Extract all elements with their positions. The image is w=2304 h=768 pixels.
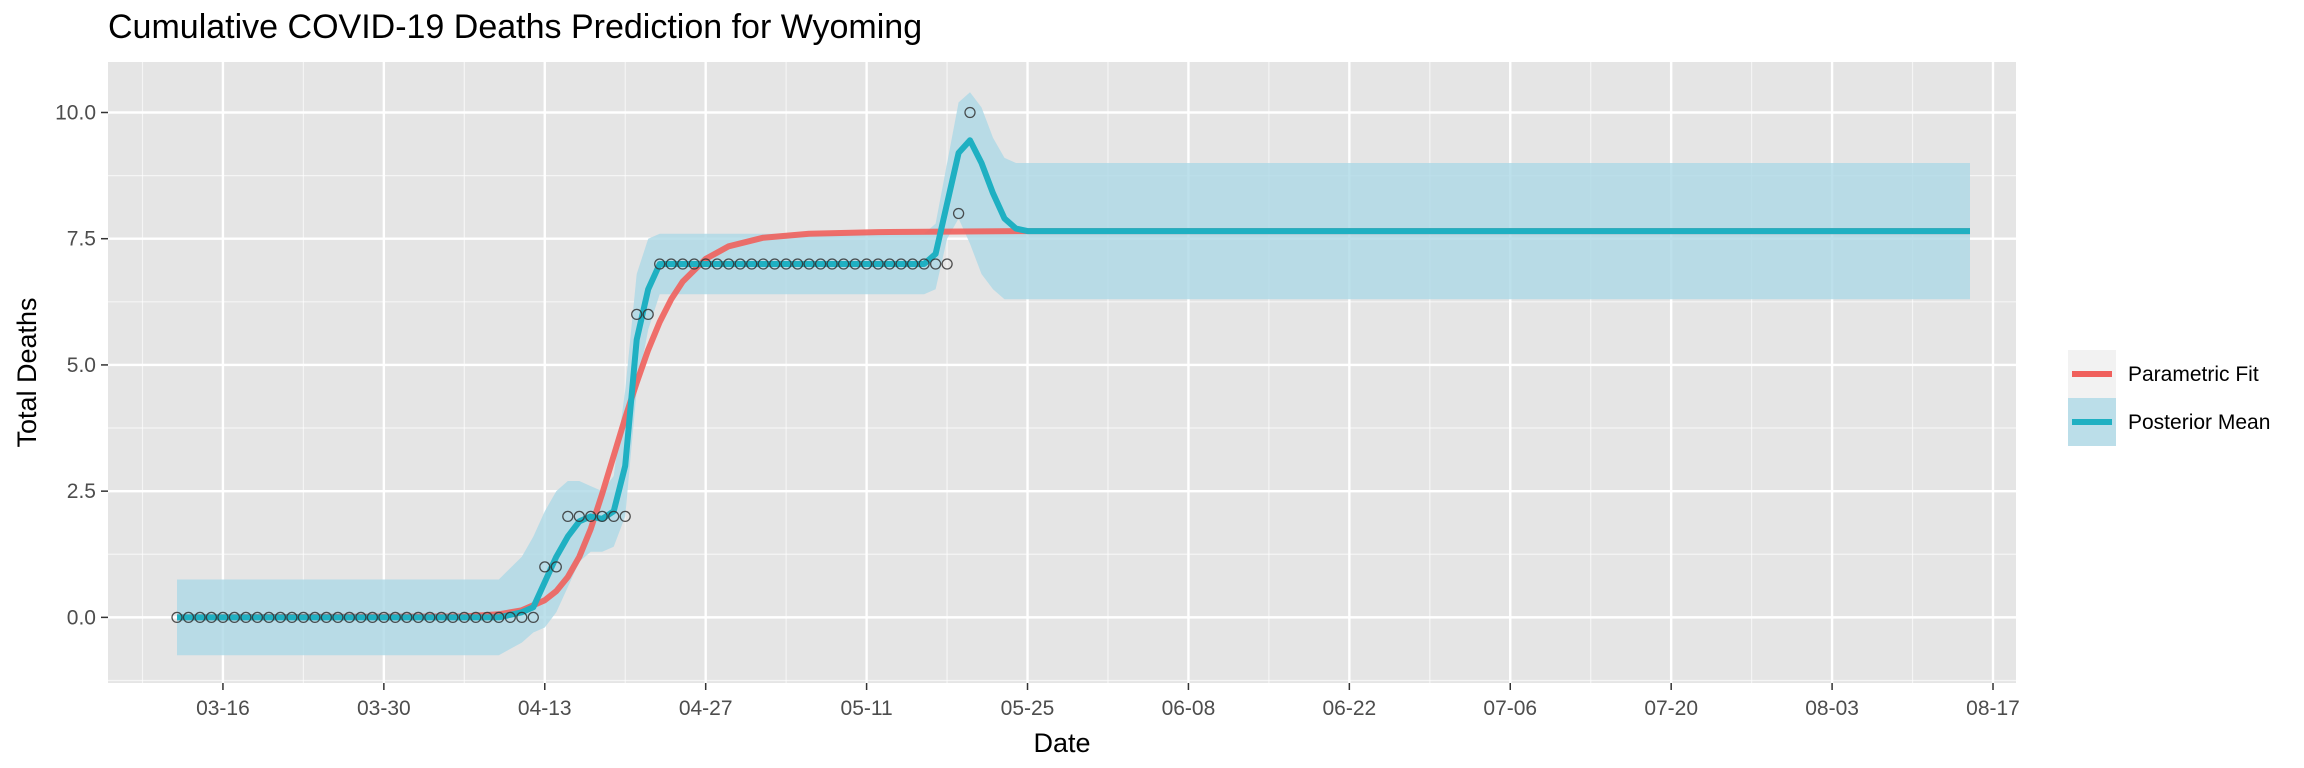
observed-point: [895, 258, 907, 270]
observed-point: [837, 258, 850, 270]
y-tick-label: 5.0: [67, 354, 96, 377]
observed-point: [263, 611, 275, 624]
y-tick-label: 10.0: [55, 101, 96, 124]
observed-point: [723, 258, 735, 270]
x-tick-label: 06-22: [1322, 697, 1376, 720]
observed-point: [389, 611, 401, 624]
observed-point: [872, 258, 884, 270]
observed-point: [309, 611, 321, 624]
observed-point: [860, 258, 873, 270]
x-tick-label: 03-16: [196, 697, 250, 720]
observed-point: [447, 611, 459, 624]
observed-point: [320, 611, 333, 624]
observed-point: [504, 611, 516, 624]
x-tick-label: 05-11: [841, 697, 893, 720]
observed-point: [297, 611, 310, 624]
observed-point: [918, 258, 930, 270]
observed-point: [734, 258, 746, 270]
observed-point: [952, 207, 965, 220]
observed-point: [493, 611, 505, 624]
observed-point: [849, 258, 861, 270]
observed-point: [378, 611, 390, 624]
observed-point: [251, 611, 264, 624]
observed-point: [757, 258, 769, 270]
observed-point: [906, 258, 919, 270]
observed-point: [424, 611, 436, 624]
observed-point: [769, 258, 781, 270]
y-tick-label: 7.5: [67, 228, 96, 251]
x-tick-label: 07-20: [1644, 697, 1698, 720]
observed-point: [240, 611, 252, 624]
observed-point: [355, 611, 367, 624]
observed-point: [458, 611, 470, 624]
series-line-layer: [176, 137, 1970, 621]
x-tick-label: 04-13: [518, 697, 572, 720]
observed-point: [654, 258, 666, 270]
observed-point: [562, 510, 574, 523]
x-axis-title: Date: [1033, 728, 1090, 758]
observed-point: [274, 611, 287, 624]
observed-point: [700, 258, 712, 270]
x-tick-label: 08-03: [1805, 697, 1859, 720]
observed-point: [194, 611, 206, 624]
observed-point: [619, 510, 631, 523]
x-tick-label: 06-08: [1162, 697, 1216, 720]
observed-point: [791, 258, 804, 270]
observed-point: [929, 258, 942, 270]
observed-point: [182, 611, 195, 624]
x-tick-label: 07-06: [1483, 697, 1537, 720]
observed-point: [171, 611, 183, 624]
observed-point: [941, 258, 953, 270]
observed-point: [516, 611, 528, 624]
observed-point: [470, 611, 482, 624]
observed-point: [435, 611, 447, 624]
observed-point-layer: [171, 106, 976, 624]
chart-title: Cumulative COVID-19 Deaths Prediction fo…: [108, 8, 923, 46]
observed-point: [573, 510, 585, 523]
y-axis: 0.0 2.5 5.0 7.5 10.0: [55, 101, 108, 629]
observed-point: [746, 258, 758, 270]
observed-point: [780, 258, 792, 270]
posterior-mean-line: [177, 137, 1970, 621]
observed-point: [412, 611, 424, 624]
observed-point: [481, 611, 493, 624]
observed-point: [826, 258, 838, 270]
observed-point: [814, 258, 827, 270]
legend: Parametric Fit Posterior Mean: [2068, 350, 2270, 446]
observed-point: [217, 611, 229, 624]
observed-point: [286, 611, 298, 624]
y-tick-label: 2.5: [67, 480, 96, 503]
observed-point: [803, 258, 815, 270]
y-tick-label: 0.0: [67, 606, 96, 629]
observed-point: [883, 258, 896, 270]
observed-point: [550, 561, 562, 573]
x-tick-label: 03-30: [357, 697, 411, 720]
observed-point: [228, 611, 241, 624]
observed-point: [527, 611, 539, 624]
y-axis-title: Total Deaths: [12, 297, 42, 447]
legend-label: Parametric Fit: [2128, 363, 2259, 386]
observed-point: [366, 611, 379, 624]
observed-point: [596, 510, 608, 523]
x-axis: 03-16 03-30 04-13 04-27 05-11 05-25 06-08 06-22…: [196, 683, 2020, 720]
observed-point: [665, 258, 677, 270]
x-tick-label: 05-25: [1001, 697, 1055, 720]
observed-point: [343, 611, 356, 624]
observed-point: [688, 258, 700, 270]
observed-point: [964, 106, 976, 119]
x-tick-label: 08-17: [1966, 697, 2020, 720]
observed-point: [539, 561, 551, 573]
observed-point: [642, 308, 654, 321]
observed-point: [205, 611, 218, 624]
observed-point: [585, 510, 597, 523]
observed-point: [711, 258, 723, 270]
legend-label: Posterior Mean: [2128, 411, 2270, 434]
x-tick-label: 04-27: [679, 697, 733, 720]
observed-point: [631, 308, 643, 321]
observed-point: [332, 611, 344, 624]
observed-point: [608, 510, 620, 523]
observed-point: [677, 258, 689, 270]
observed-point: [401, 611, 413, 624]
